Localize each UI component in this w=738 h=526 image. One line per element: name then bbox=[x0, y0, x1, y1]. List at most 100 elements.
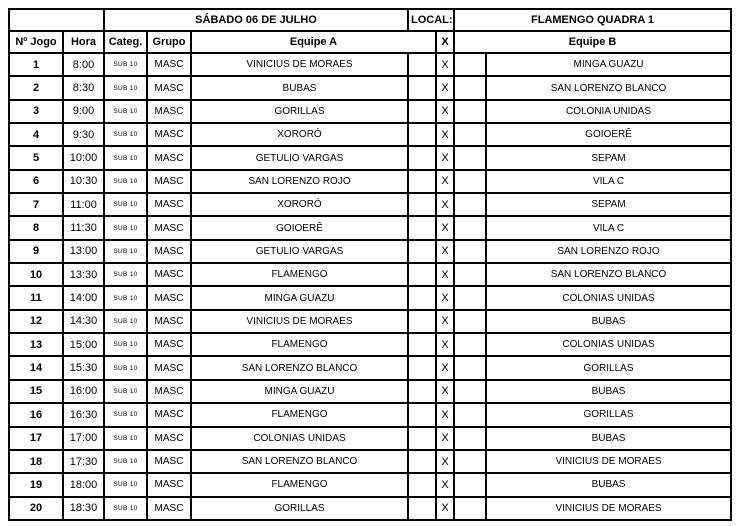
spacer-cell bbox=[407, 495, 437, 521]
table-row: 19 18:00 SUB 10 MASC FLAMENGO X BUBAS bbox=[8, 472, 733, 498]
game-number-cell: 7 bbox=[8, 192, 64, 218]
time-cell: 8:00 bbox=[62, 51, 105, 78]
column-header-category: Categ. bbox=[103, 30, 148, 54]
team-a-cell: FLAMENGO bbox=[190, 472, 409, 498]
team-b-cell: COLONIA UNIDAS bbox=[485, 98, 733, 125]
schedule-table: SÁBADO 06 DE JULHO LOCAL: FLAMENGO QUADR… bbox=[8, 8, 733, 521]
team-a-cell: GOIOERÊ bbox=[190, 215, 409, 241]
team-a-cell: VINICIUS DE MORAES bbox=[190, 51, 409, 78]
group-cell: MASC bbox=[146, 192, 192, 218]
team-b-cell: GOIOERÊ bbox=[485, 122, 733, 148]
team-a-cell: SAN LORENZO ROJO bbox=[190, 168, 409, 195]
category-cell: SUB 10 bbox=[103, 285, 148, 311]
category-cell: SUB 10 bbox=[103, 308, 148, 335]
time-cell: 18:30 bbox=[62, 495, 105, 521]
versus-cell: X bbox=[434, 51, 456, 78]
team-a-cell: MINGA GUAZU bbox=[190, 378, 409, 405]
group-cell: MASC bbox=[146, 215, 192, 241]
column-header-team-a: Equipe A bbox=[190, 30, 437, 54]
versus-cell: X bbox=[434, 285, 456, 311]
group-cell: MASC bbox=[146, 238, 192, 265]
spacer-cell bbox=[407, 192, 437, 218]
spacer-cell bbox=[407, 98, 437, 125]
game-number-cell: 19 bbox=[8, 472, 64, 498]
spacer-cell bbox=[407, 472, 437, 498]
spacer-cell bbox=[453, 448, 488, 475]
group-cell: MASC bbox=[146, 448, 192, 475]
team-a-cell: SAN LORENZO BLANCO bbox=[190, 355, 409, 381]
spacer-cell bbox=[453, 98, 488, 125]
category-cell: SUB 10 bbox=[103, 215, 148, 241]
team-a-cell: GETULIO VARGAS bbox=[190, 145, 409, 171]
time-cell: 11:00 bbox=[62, 192, 105, 218]
group-cell: MASC bbox=[146, 122, 192, 148]
spacer-cell bbox=[453, 425, 488, 451]
table-row: 8 11:30 SUB 10 MASC GOIOERÊ X VILA C bbox=[8, 215, 733, 241]
time-cell: 17:30 bbox=[62, 448, 105, 475]
group-cell: MASC bbox=[146, 145, 192, 171]
column-header-team-b: Equipe B bbox=[453, 30, 733, 54]
group-cell: MASC bbox=[146, 308, 192, 335]
category-cell: SUB 10 bbox=[103, 98, 148, 125]
header-blank-cell bbox=[8, 8, 105, 32]
game-number-cell: 4 bbox=[8, 122, 64, 148]
spacer-cell bbox=[453, 192, 488, 218]
team-a-cell: GORILLAS bbox=[190, 98, 409, 125]
category-cell: SUB 10 bbox=[103, 75, 148, 101]
team-a-cell: GORILLAS bbox=[190, 495, 409, 521]
spacer-cell bbox=[407, 285, 437, 311]
group-cell: MASC bbox=[146, 332, 192, 358]
table-row: 3 9:00 SUB 10 MASC GORILLAS X COLONIA UNIDAS bbox=[8, 98, 733, 125]
versus-cell: X bbox=[434, 168, 456, 195]
spacer-cell bbox=[453, 168, 488, 195]
table-row: 12 14:30 SUB 10 MASC VINICIUS DE MORAES X BUBA… bbox=[8, 308, 733, 335]
team-a-cell: XORORÓ bbox=[190, 122, 409, 148]
time-cell: 10:30 bbox=[62, 168, 105, 195]
category-cell: SUB 10 bbox=[103, 448, 148, 475]
table-row: 17 17:00 SUB 10 MASC COLONIAS UNIDAS X BUBAS bbox=[8, 425, 733, 451]
versus-cell: X bbox=[434, 402, 456, 428]
team-a-cell: FLAMENGO bbox=[190, 332, 409, 358]
spacer-cell bbox=[407, 355, 437, 381]
team-a-cell: XORORÓ bbox=[190, 192, 409, 218]
spacer-cell bbox=[453, 51, 488, 78]
versus-cell: X bbox=[434, 355, 456, 381]
versus-cell: X bbox=[434, 332, 456, 358]
category-cell: SUB 10 bbox=[103, 168, 148, 195]
team-b-cell: COLONIAS UNIDAS bbox=[485, 285, 733, 311]
time-cell: 17:00 bbox=[62, 425, 105, 451]
game-number-cell: 15 bbox=[8, 378, 64, 405]
team-a-cell: COLONIAS UNIDAS bbox=[190, 425, 409, 451]
versus-cell: X bbox=[434, 192, 456, 218]
column-header-versus: X bbox=[434, 30, 456, 54]
game-number-cell: 20 bbox=[8, 495, 64, 521]
game-number-cell: 9 bbox=[8, 238, 64, 265]
table-row: 14 15:30 SUB 10 MASC SAN LORENZO BLANCO X GORI… bbox=[8, 355, 733, 381]
time-cell: 15:30 bbox=[62, 355, 105, 381]
header-row-columns: Nº Jogo Hora Categ. Grupo Equipe A X Equ… bbox=[8, 30, 733, 54]
spacer-cell bbox=[453, 145, 488, 171]
spacer-cell bbox=[407, 145, 437, 171]
spacer-cell bbox=[453, 402, 488, 428]
spacer-cell bbox=[453, 495, 488, 521]
group-cell: MASC bbox=[146, 168, 192, 195]
team-a-cell: VINICIUS DE MORAES bbox=[190, 308, 409, 335]
team-a-cell: FLAMENGO bbox=[190, 402, 409, 428]
category-cell: SUB 10 bbox=[103, 332, 148, 358]
team-b-cell: BUBAS bbox=[485, 308, 733, 335]
spacer-cell bbox=[407, 75, 437, 101]
spacer-cell bbox=[407, 448, 437, 475]
table-row: 16 16:30 SUB 10 MASC FLAMENGO X GORILLAS bbox=[8, 402, 733, 428]
game-number-cell: 11 bbox=[8, 285, 64, 311]
team-b-cell: VILA C bbox=[485, 168, 733, 195]
venue-title: FLAMENGO QUADRA 1 bbox=[453, 8, 733, 32]
category-cell: SUB 10 bbox=[103, 472, 148, 498]
spacer-cell bbox=[407, 402, 437, 428]
team-a-cell: MINGA GUAZU bbox=[190, 285, 409, 311]
table-row: 10 13:30 SUB 10 MASC FLAMENGO X SAN LORENZO BL… bbox=[8, 262, 733, 288]
header-row-top: SÁBADO 06 DE JULHO LOCAL: FLAMENGO QUADR… bbox=[8, 8, 733, 32]
spacer-cell bbox=[407, 262, 437, 288]
versus-cell: X bbox=[434, 425, 456, 451]
game-number-cell: 10 bbox=[8, 262, 64, 288]
time-cell: 16:00 bbox=[62, 378, 105, 405]
